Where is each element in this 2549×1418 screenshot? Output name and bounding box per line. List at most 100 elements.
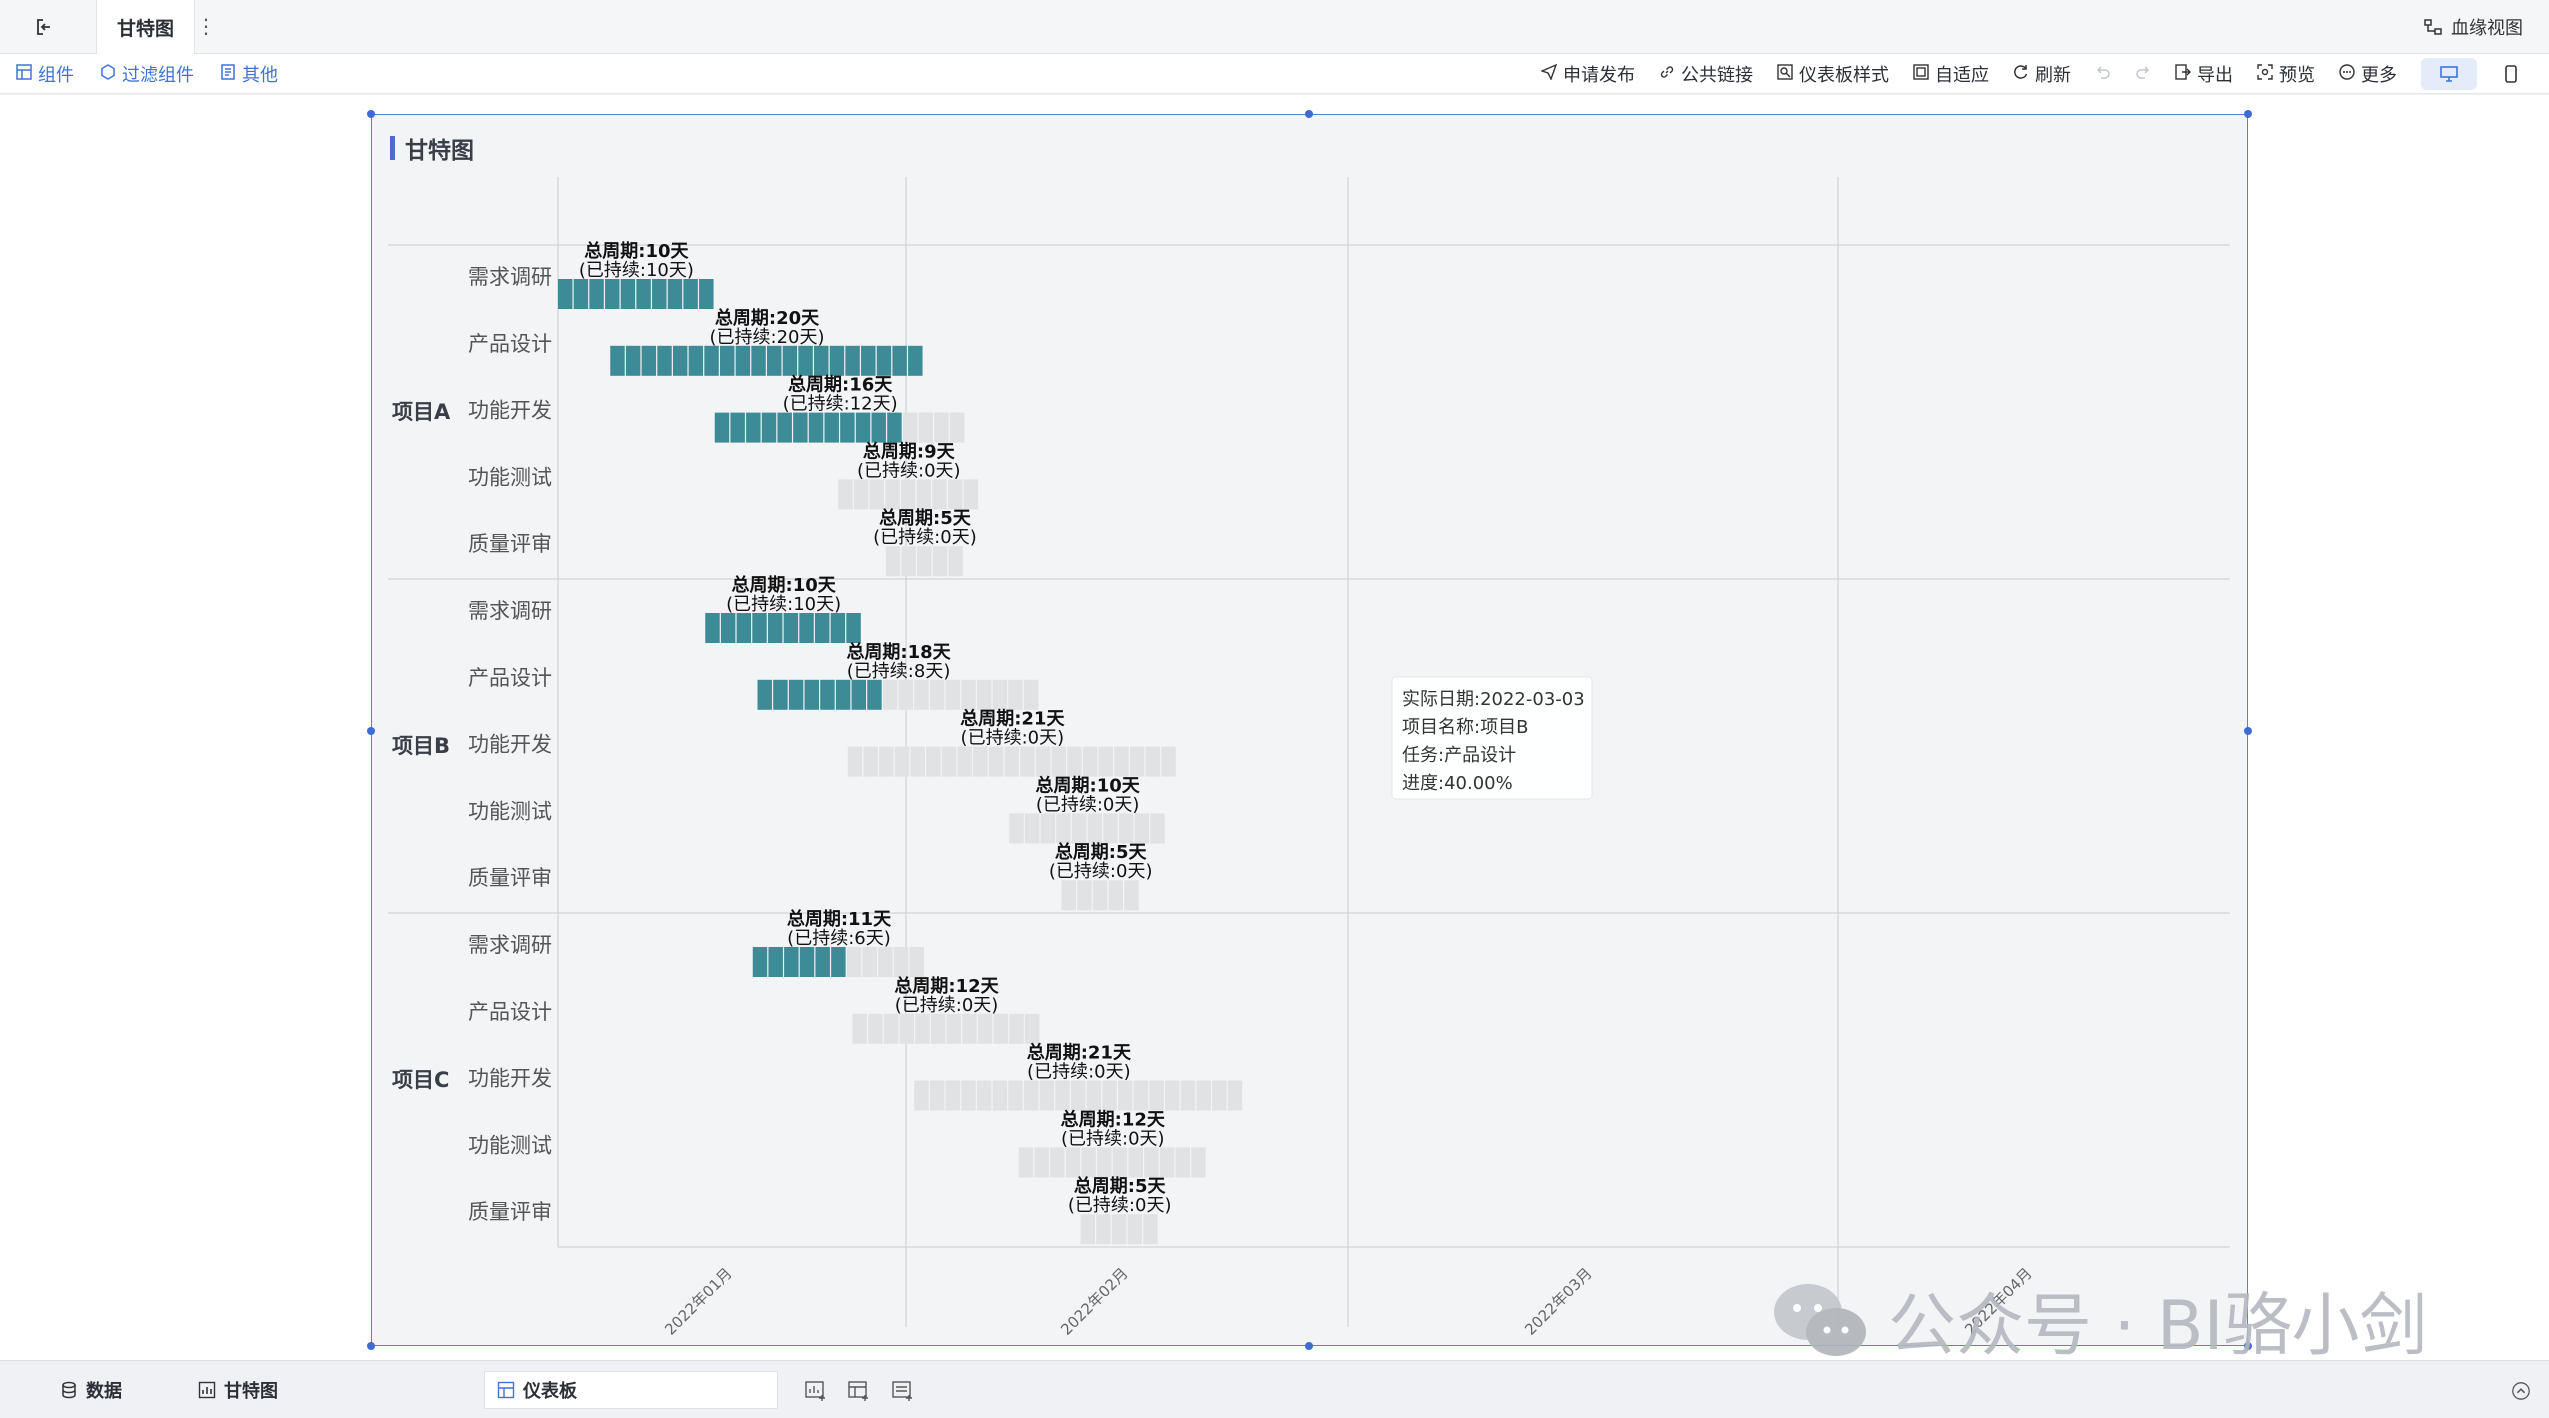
bar-done-cell [683,279,698,309]
bar-done-cell [892,345,907,376]
bar-remaining-cell [1009,813,1024,844]
resize-handle-l[interactable] [367,727,375,735]
toolbar-item-export[interactable]: 导出 [2175,61,2233,87]
resize-handle-bl[interactable] [367,1342,375,1350]
bottom-tab-dashboard[interactable]: 仪表板 [484,1371,778,1409]
bar-remaining-cell [1111,1214,1127,1245]
send-icon [1540,63,1558,85]
add-report-icon[interactable] [892,1381,914,1401]
bar-remaining-cell [1118,813,1134,844]
watermark-text: 公众号 · BI骆小剑 [1888,1287,2428,1366]
toolbar-item-label: 自适应 [1935,65,1989,86]
exit-icon[interactable] [22,10,66,44]
bar-total-label: 总周期:5天 [879,507,972,529]
task-label: 需求调研 [468,265,552,289]
x-tick-label: 2022年02月 [1057,1264,1131,1338]
bar-done-cell [605,279,620,309]
bar-done-cell [798,345,813,376]
resize-handle-br[interactable] [2244,1342,2252,1350]
toolbar-left-item[interactable]: 其他 [220,61,278,87]
group-label: 项目A [392,400,451,424]
gantt-widget[interactable]: 甘特图 2022年01月 2022年02月 2022年03月 2022年04月 项目A 需… [367,110,2252,1350]
resize-handle-b[interactable] [1305,1342,1313,1350]
toolbar-item-label: 刷新 [2035,65,2071,86]
bar-total-label: 总周期:12天 [894,975,999,997]
desktop-view-icon[interactable] [2421,58,2477,90]
bar-done-cell [851,679,867,710]
bar-remaining-cell [976,1080,992,1111]
bar-done-cell [688,345,704,376]
toolbar-left-item[interactable]: 过滤组件 [100,61,194,87]
bar-remaining-cell [1024,1013,1040,1044]
bar-done-cell [861,345,876,376]
bar-remaining-cell [946,1013,962,1044]
tab-gantt[interactable]: 甘特图 [96,0,196,54]
bar-remaining-cell [1024,813,1040,844]
bar-done-label: (已持续:6天) [787,928,891,949]
preview-icon [2257,63,2273,85]
task-label: 功能开发 [468,399,552,423]
bottom-tab-data[interactable]: 数据 [60,1371,122,1409]
toolbar-item-send[interactable]: 申请发布 [1540,61,1635,87]
bottom-tab-chart[interactable]: 甘特图 [198,1371,278,1409]
bar-done-cell [636,279,651,309]
bar-remaining-cell [1008,679,1023,710]
bar-remaining-cell [962,1013,977,1044]
toolbar-left-item[interactable]: 组件 [16,61,74,87]
toolbar-item-more[interactable]: 更多 [2339,61,2397,87]
bar-remaining-cell [1144,1147,1159,1178]
bar-remaining-cell [885,546,901,577]
tab-more-icon[interactable]: ⋮ [196,14,216,38]
bar-done-label: (已持续:0天) [857,460,961,481]
bar-remaining-cell [910,746,925,777]
toolbar-item-redo[interactable] [2135,64,2151,85]
lineage-view-button[interactable]: 血缘视图 [2423,14,2523,40]
gantt-chart[interactable]: 2022年01月 2022年02月 2022年03月 2022年04月项目A需求调研总… [372,115,2249,1347]
toolbar-item-fit[interactable]: 自适应 [1913,61,1989,87]
bar-remaining-cell [909,947,924,977]
bar-remaining-cell [963,479,979,510]
group-label: 项目C [392,1068,449,1092]
bar-done-cell [846,613,861,643]
bar-remaining-cell [1096,1214,1111,1245]
bar-remaining-cell [862,947,877,977]
toolbar-item-link[interactable]: 公共链接 [1659,61,1753,87]
bar-remaining-cell [1191,1147,1206,1178]
bar-done-cell [610,345,625,376]
bar-remaining-cell [893,947,909,977]
resize-handle-tl[interactable] [367,110,375,118]
wechat-icon [1774,1283,1866,1356]
toolbar-item-label: 仪表板样式 [1799,65,1889,86]
collapse-icon[interactable] [2510,1381,2532,1401]
add-chart-icon[interactable] [805,1381,827,1401]
add-dashboard-icon[interactable] [848,1381,870,1401]
watermark: 公众号 · BI骆小剑 [1770,1270,2428,1369]
bar-done-cell [558,279,573,309]
bar-remaining-cell [945,1080,961,1111]
bar-remaining-cell [1080,1214,1095,1245]
bar-done-label: (已持续:0天) [1036,794,1140,815]
bottom-tab-data-label: 数据 [86,1381,122,1402]
bar-done-cell [761,412,777,443]
resize-handle-tr[interactable] [2244,110,2252,118]
bar-remaining-cell [1212,1080,1227,1111]
bar-done-label: (已持续:0天) [961,728,1065,749]
toolbar-item-refresh[interactable]: 刷新 [2013,61,2071,87]
toolbar-item-preview[interactable]: 预览 [2257,61,2315,87]
bar-remaining-cell [934,412,949,443]
toolbar-item-style[interactable]: 仪表板样式 [1777,61,1889,87]
bar-done-cell [799,613,814,643]
toolbar-item-label: 申请发布 [1563,65,1635,86]
undo-icon [2095,64,2111,85]
bar-remaining-cell [847,746,863,777]
export-icon [2175,63,2191,85]
bar-remaining-cell [1134,813,1150,844]
mobile-view-icon[interactable] [2483,58,2539,90]
bar-done-cell [672,345,688,376]
toolbar-item-label: 导出 [2197,65,2233,86]
bar-remaining-cell [932,479,947,510]
toolbar-item-undo[interactable] [2095,64,2111,85]
mobile-glyph [2505,65,2517,83]
resize-handle-r[interactable] [2244,727,2252,735]
resize-handle-t[interactable] [1305,110,1313,118]
